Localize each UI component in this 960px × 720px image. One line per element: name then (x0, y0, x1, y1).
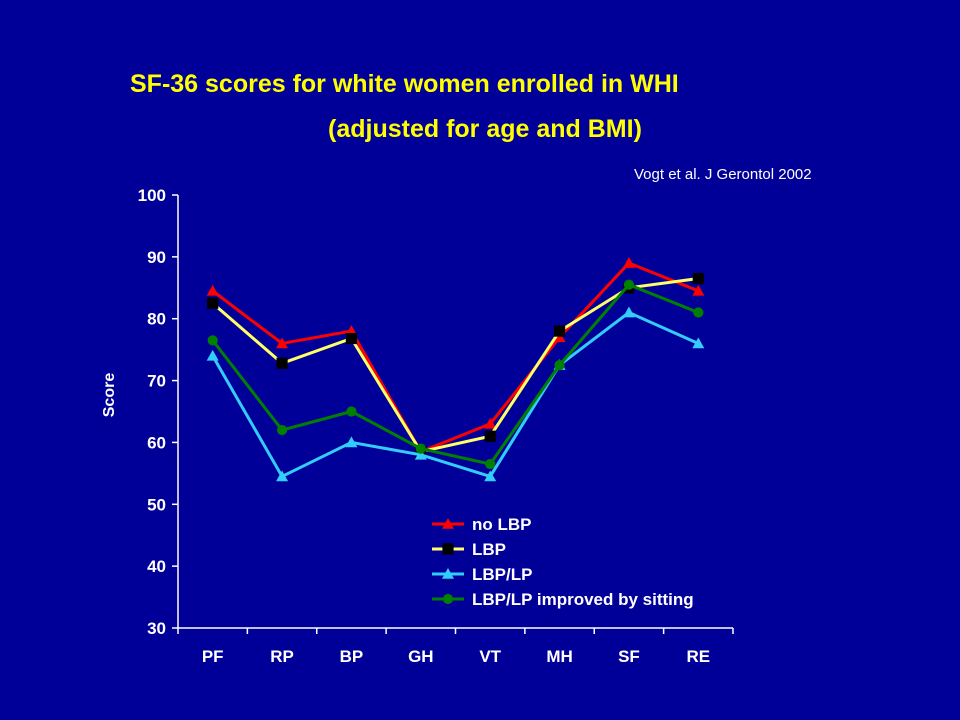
x-tick-label: SF (618, 647, 640, 666)
data-point (442, 518, 454, 529)
data-point (415, 443, 426, 454)
data-point (414, 448, 427, 460)
y-tick-label: 80 (147, 310, 166, 329)
data-point (623, 279, 635, 290)
data-point (276, 424, 288, 436)
data-point (276, 337, 289, 349)
series-line (211, 277, 699, 454)
data-point (276, 470, 289, 482)
legend-label: no LBP (472, 515, 532, 534)
legend-label: LBP/LP improved by sitting (472, 590, 694, 609)
data-point (345, 436, 358, 448)
data-point (693, 307, 704, 318)
x-tick-label: RE (687, 647, 711, 666)
series-lbp-lp (206, 306, 705, 482)
y-axis-label: Score (101, 373, 118, 418)
data-point (484, 470, 497, 482)
series-line (211, 261, 699, 454)
x-tick-label: BP (340, 647, 364, 666)
data-point (207, 297, 219, 309)
x-tick-label: MH (546, 647, 572, 666)
data-point (345, 332, 358, 345)
chart-series (206, 257, 705, 482)
data-point (485, 458, 496, 470)
data-point (484, 417, 497, 429)
data-point (692, 337, 705, 349)
y-tick-label: 50 (147, 495, 166, 514)
data-point (554, 360, 565, 371)
x-tick-label: GH (408, 647, 434, 666)
slide-title-line1: SF-36 scores for white women enrolled in… (130, 70, 679, 98)
citation: Vogt et al. J Gerontol 2002 (634, 166, 812, 183)
x-tick-label: PF (202, 647, 224, 666)
x-tick-label: RP (270, 647, 294, 666)
data-point (442, 593, 454, 605)
legend-item: LBP/LP improved by sitting (432, 590, 694, 609)
y-tick-label: 40 (147, 557, 166, 576)
data-point (622, 257, 635, 268)
slide-title-line2: (adjusted for age and BMI) (328, 115, 642, 143)
chart-legend: no LBP LBP LBP/LP LBP/LP improved by sittin… (432, 515, 694, 609)
y-tick-label: 100 (138, 186, 166, 205)
series-lbp-lp-improved-by-sitting (207, 279, 704, 470)
data-point (692, 284, 705, 296)
data-point (346, 406, 357, 417)
data-point (206, 284, 219, 296)
x-tick-label: VT (479, 647, 501, 666)
legend-item: LBP (432, 540, 506, 559)
legend-label: LBP/LP (472, 565, 532, 584)
data-point (207, 335, 218, 346)
legend-item: no LBP (432, 515, 532, 534)
chart-axes: 30 40 50 60 70 80 90 100 PF RP BP GH VT MH SF RE Score (101, 186, 734, 666)
y-tick-label: 60 (147, 433, 166, 452)
data-point (484, 430, 496, 442)
y-tick-label: 90 (147, 248, 166, 267)
y-tick-label: 30 (147, 619, 166, 638)
legend-label: LBP (472, 540, 506, 559)
data-point (206, 349, 219, 361)
legend-item: LBP/LP (432, 565, 532, 584)
data-point (622, 306, 635, 318)
data-point (276, 357, 288, 369)
data-point (692, 272, 704, 285)
data-point (442, 543, 454, 555)
series-line (211, 310, 699, 479)
series-line (211, 282, 699, 466)
data-point (442, 568, 454, 579)
y-tick-label: 70 (147, 372, 166, 391)
data-point (553, 325, 566, 337)
